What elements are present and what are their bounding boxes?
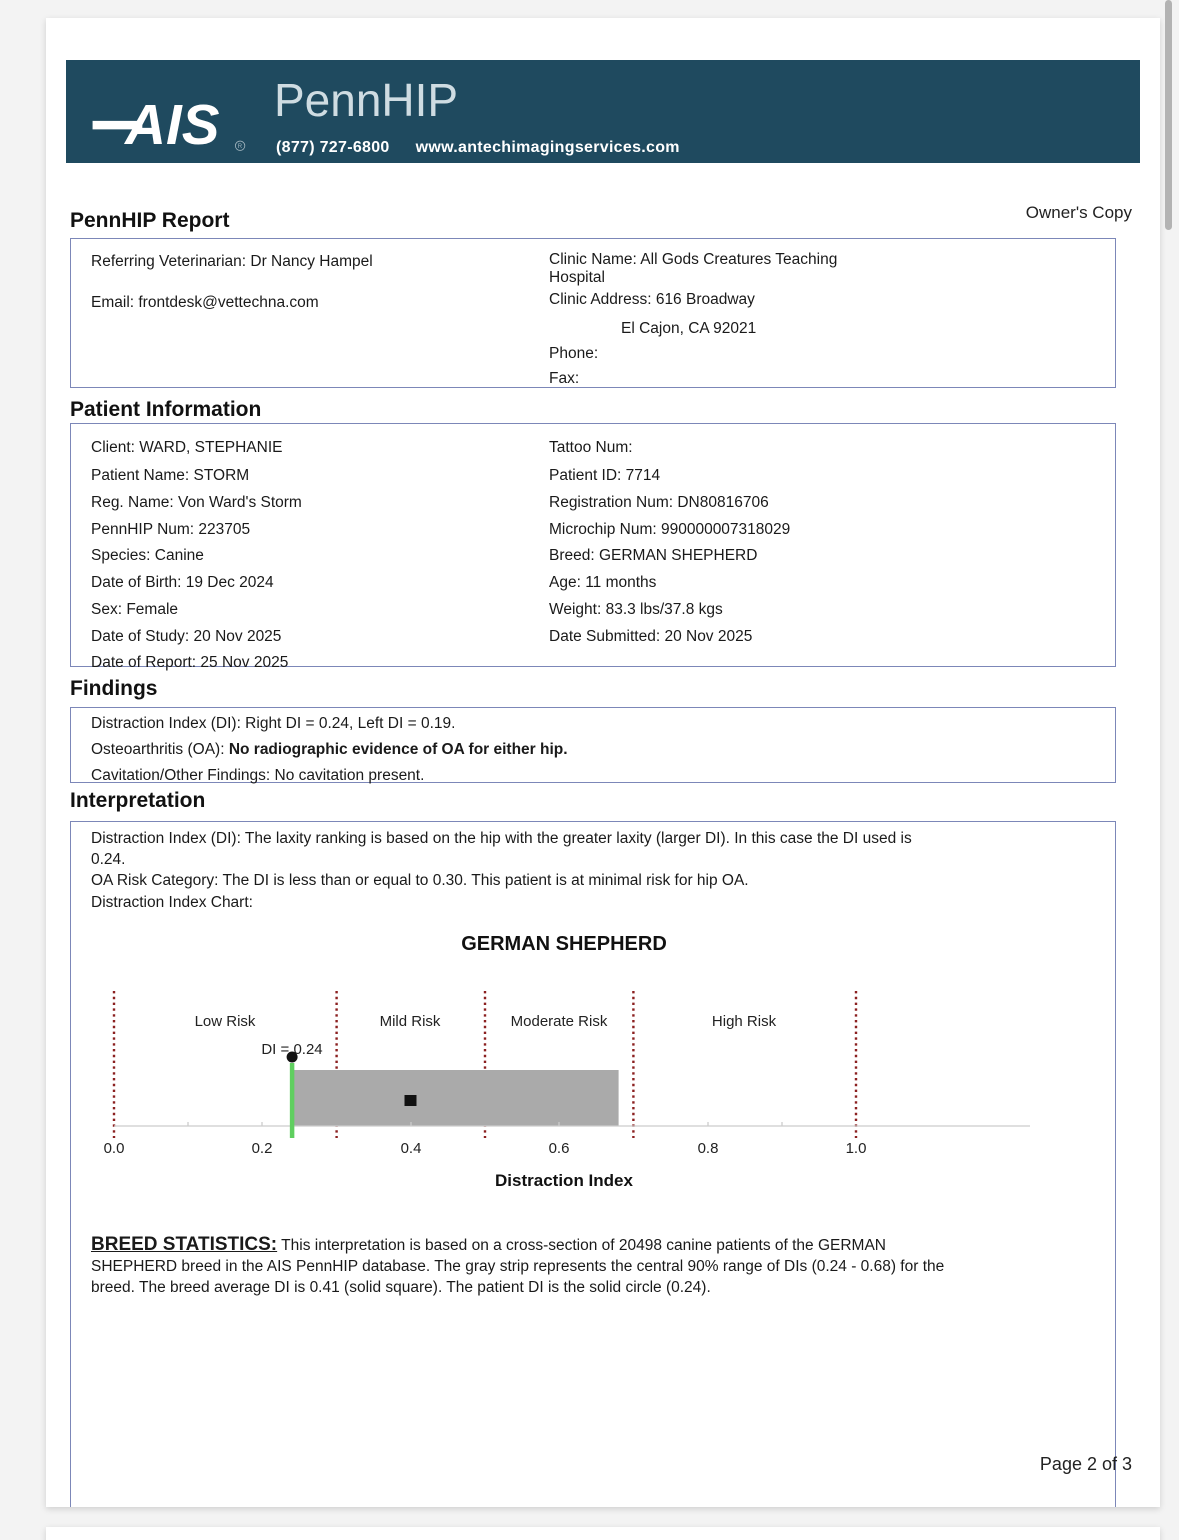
svg-text:Mild Risk: Mild Risk (380, 1013, 441, 1030)
svg-text:0.0: 0.0 (104, 1140, 125, 1157)
svg-text:0.8: 0.8 (698, 1140, 719, 1157)
svg-text:0.6: 0.6 (549, 1140, 570, 1157)
svg-text:R: R (238, 144, 243, 150)
svg-text:0.4: 0.4 (401, 1140, 422, 1157)
svg-text:Low Risk: Low Risk (195, 1013, 256, 1030)
svg-text:0.2: 0.2 (252, 1140, 273, 1157)
svg-text:Moderate Risk: Moderate Risk (511, 1013, 608, 1030)
svg-text:High Risk: High Risk (712, 1013, 777, 1030)
svg-text:Distraction Index: Distraction Index (495, 1171, 633, 1190)
svg-text:1.0: 1.0 (846, 1140, 867, 1157)
svg-text:GERMAN SHEPHERD: GERMAN SHEPHERD (461, 933, 667, 955)
